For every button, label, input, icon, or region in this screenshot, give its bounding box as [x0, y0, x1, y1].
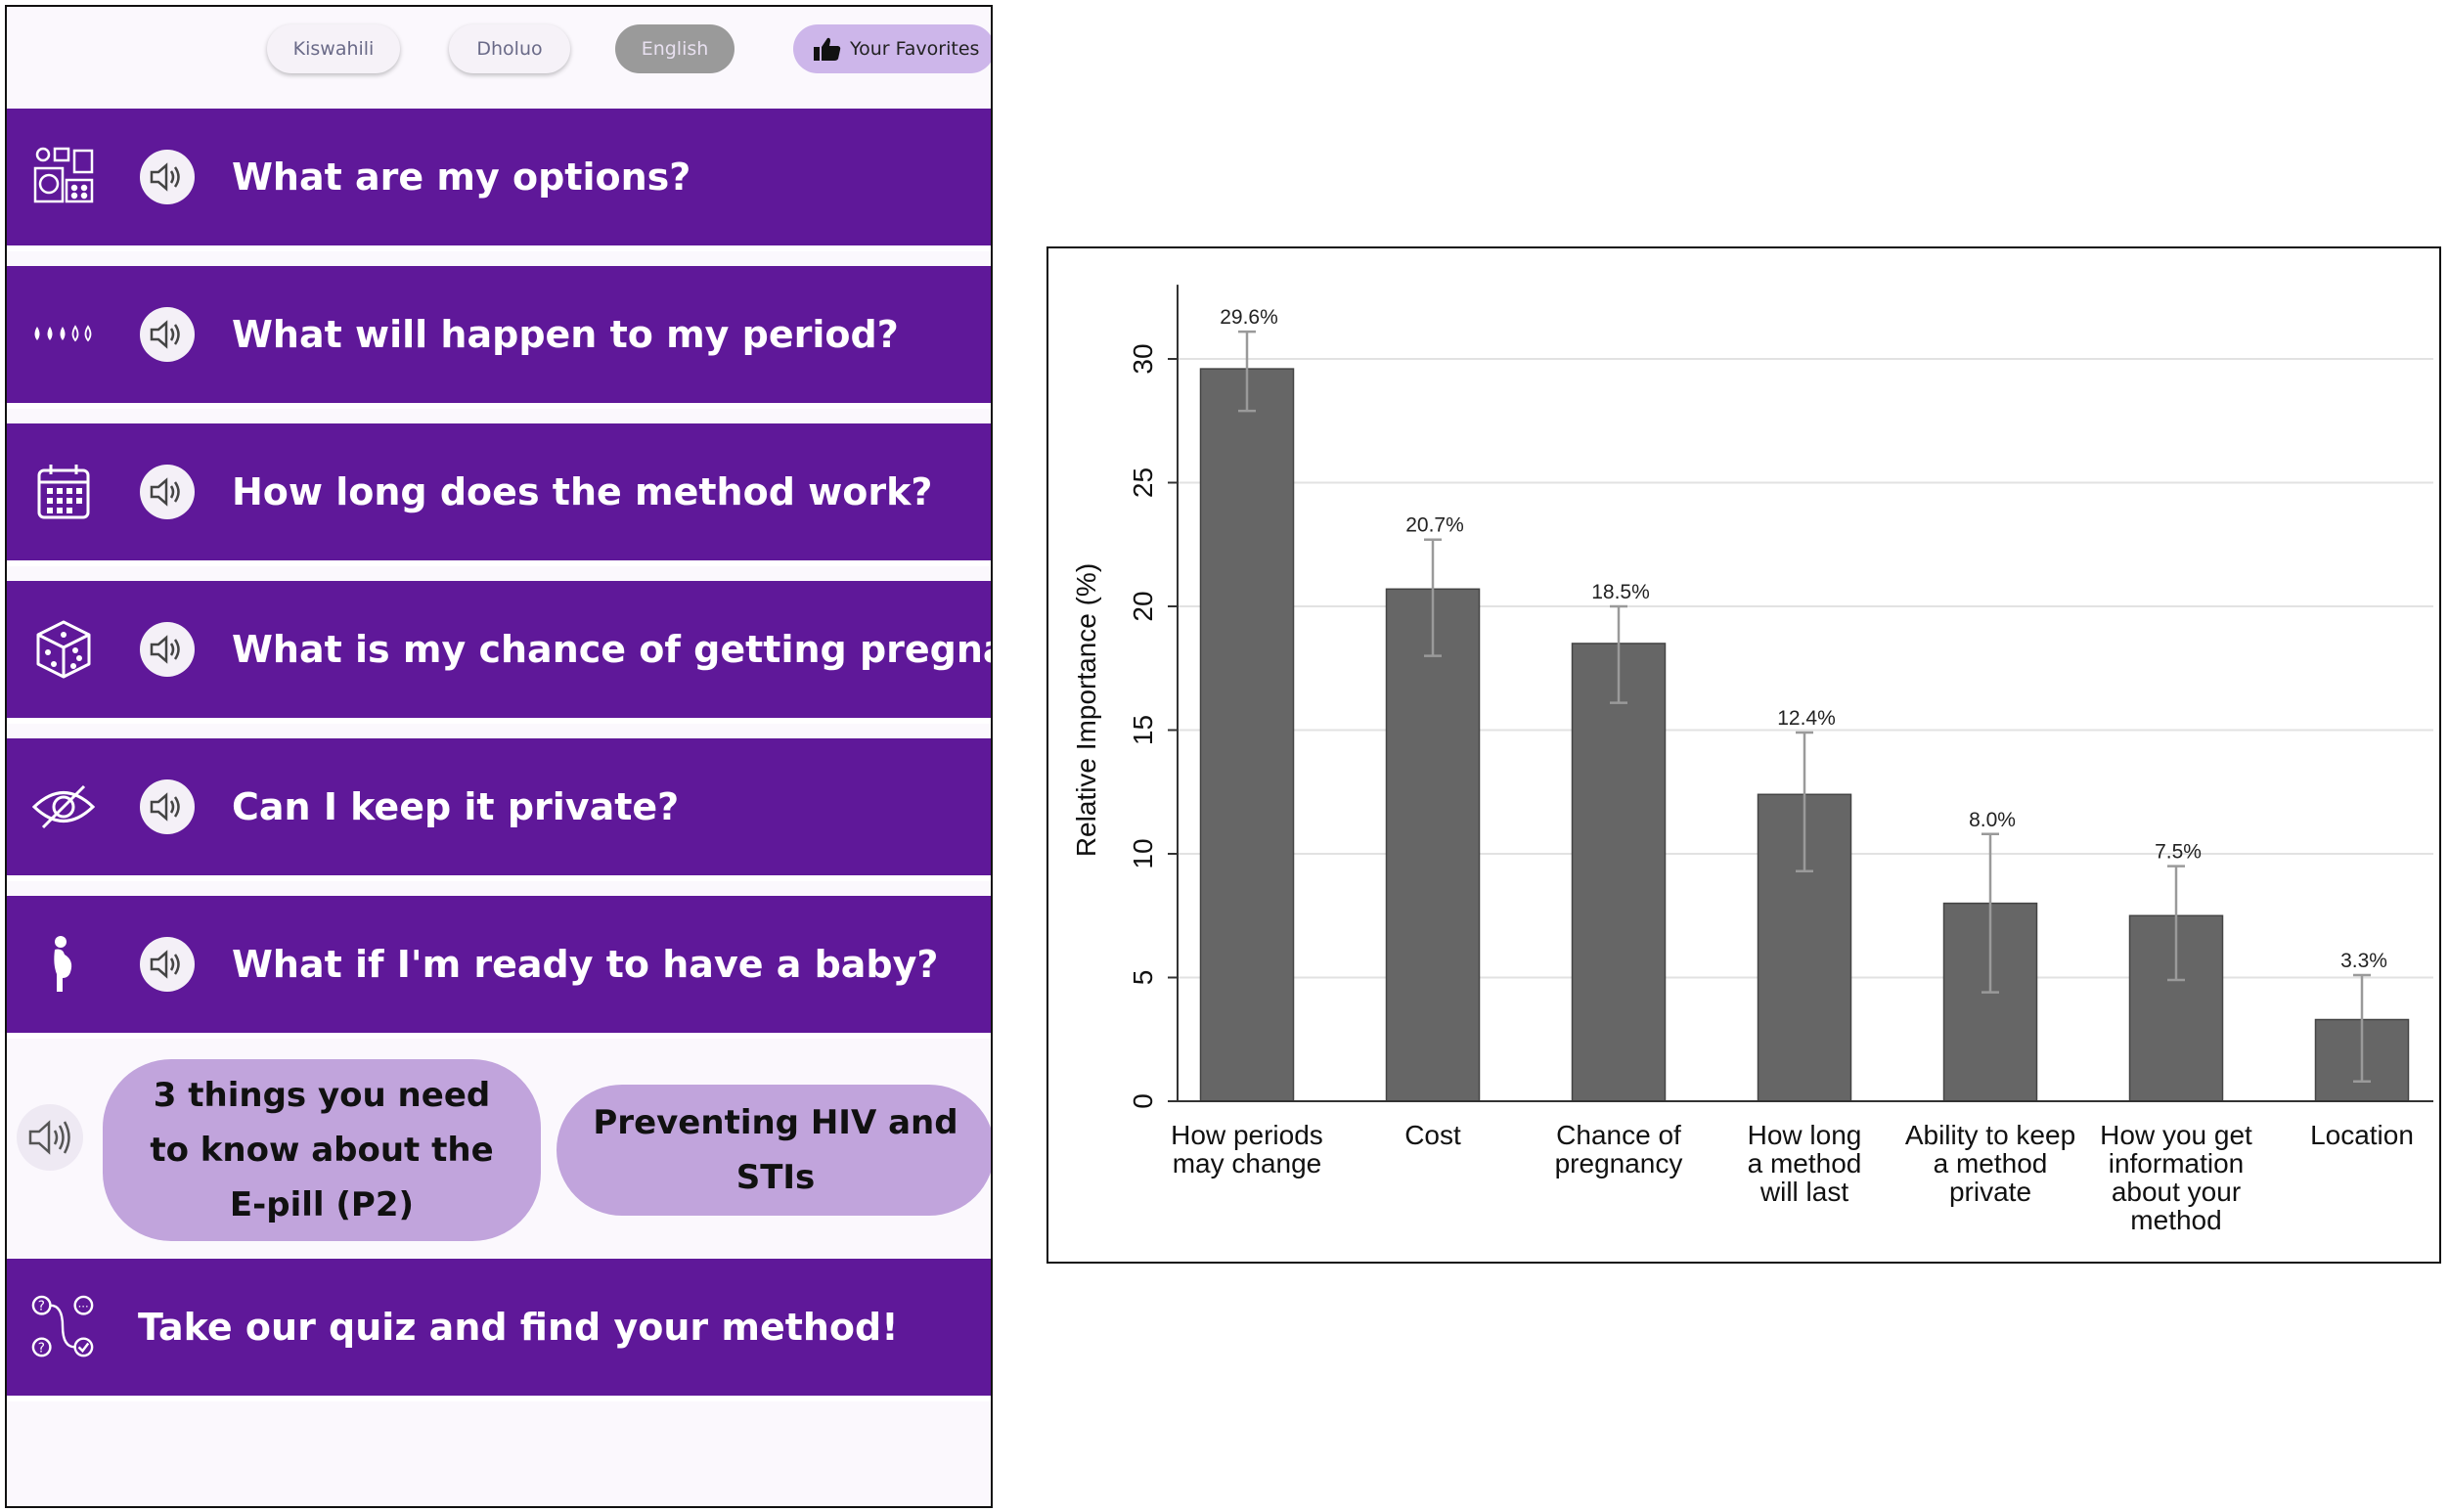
- menu-item-label: What will happen to my period?: [232, 313, 899, 356]
- bar: [1571, 643, 1667, 1102]
- card-epill-line: 3 things you need: [153, 1076, 491, 1115]
- data-label: 8.0%: [1969, 809, 2016, 831]
- language-english-button[interactable]: English: [615, 24, 735, 73]
- droplets-icon: [30, 301, 97, 368]
- info-cards: 3 things you need to know about the E-pi…: [7, 1045, 991, 1259]
- y-tick-label: 25: [1128, 467, 1158, 498]
- speaker-icon: [150, 635, 180, 664]
- x-tick-label: How you get: [2100, 1120, 2252, 1150]
- card-hiv-line: Preventing HIV and: [593, 1103, 958, 1142]
- x-tick-label: Cost: [1404, 1120, 1461, 1150]
- your-favorites-button[interactable]: Your Favorites: [793, 24, 991, 73]
- speaker-button[interactable]: [17, 1104, 83, 1171]
- card-epill-line: E-pill (P2): [229, 1185, 415, 1224]
- data-label: 20.7%: [1405, 514, 1464, 537]
- svg-text:?: ?: [38, 1299, 45, 1314]
- your-favorites-label: Your Favorites: [850, 38, 980, 60]
- card-hiv-text: Preventing HIV and STIs: [593, 1095, 957, 1205]
- options-collage-icon: [30, 144, 97, 210]
- x-tick-label: Chance of: [1556, 1120, 1681, 1150]
- x-tick-label: How long: [1748, 1120, 1862, 1150]
- x-tick-label: Ability to keep: [1905, 1120, 2075, 1150]
- card-epill[interactable]: 3 things you need to know about the E-pi…: [103, 1059, 541, 1241]
- menu-item-label: How long does the method work?: [232, 470, 933, 513]
- bar: [1385, 588, 1481, 1102]
- menu-item-label: Can I keep it private?: [232, 785, 680, 828]
- speaker-button[interactable]: [140, 937, 195, 992]
- card-epill-text: 3 things you need to know about the E-pi…: [150, 1068, 493, 1232]
- speaker-icon: [150, 320, 180, 349]
- x-tick-label: will last: [1759, 1177, 1848, 1207]
- x-tick-label: information: [2109, 1148, 2245, 1178]
- data-label: 18.5%: [1591, 581, 1650, 603]
- x-tick-label: method: [2130, 1205, 2221, 1235]
- x-tick-label: pregnancy: [1555, 1148, 1683, 1178]
- language-kiswahili-button[interactable]: Kiswahili: [267, 24, 400, 73]
- svg-text:...: ...: [78, 1297, 89, 1311]
- card-hiv-stis[interactable]: Preventing HIV and STIs: [557, 1085, 991, 1216]
- quiz-button[interactable]: ? ... ? Take our quiz and find your meth…: [7, 1259, 991, 1401]
- dice-icon: [30, 616, 97, 683]
- x-tick-label: about your: [2112, 1177, 2241, 1207]
- menu-item-label: What if I'm ready to have a baby?: [232, 943, 939, 986]
- speaker-button[interactable]: [140, 307, 195, 362]
- card-hiv-line: STIs: [735, 1158, 816, 1197]
- speaker-button[interactable]: [140, 779, 195, 834]
- card-epill-line: to know about the: [150, 1131, 494, 1170]
- x-tick-label: private: [1949, 1177, 2031, 1207]
- menu-item-duration[interactable]: How long does the method work?: [7, 423, 991, 566]
- menu-item-options[interactable]: What are my options?: [7, 109, 991, 251]
- speaker-icon: [150, 950, 180, 979]
- menu-item-pregnancy-chance[interactable]: What is my chance of getting pregnant?: [7, 581, 991, 724]
- y-tick-label: 20: [1128, 591, 1158, 621]
- x-tick-label: a method: [1748, 1148, 1862, 1178]
- bar-chart: 29.6% How periods may change 20.7% Cost 18.5%…: [1046, 246, 2441, 1264]
- y-tick-label: 10: [1128, 838, 1158, 868]
- menu-item-label: What are my options?: [232, 156, 691, 199]
- x-tick-label: Location: [2310, 1120, 2414, 1150]
- speaker-icon: [28, 1120, 70, 1155]
- app-panel: Kiswahili Dholuo English Your Favorites …: [5, 5, 993, 1508]
- y-tick-label: 30: [1128, 343, 1158, 374]
- menu-item-label: What is my chance of getting pregnant?: [232, 628, 993, 671]
- data-label: 29.6%: [1220, 306, 1278, 329]
- language-bar: Kiswahili Dholuo English Your Favorites: [7, 7, 991, 109]
- quiz-flow-icon: ? ... ?: [30, 1294, 97, 1360]
- data-label: 12.4%: [1777, 707, 1836, 730]
- menu-item-baby[interactable]: What if I'm ready to have a baby?: [7, 896, 991, 1039]
- speaker-button[interactable]: [140, 465, 195, 519]
- thumbs-up-icon: [814, 37, 841, 61]
- eye-slash-icon: [30, 774, 97, 840]
- x-tick-label: may change: [1173, 1148, 1322, 1178]
- menu-item-privacy[interactable]: Can I keep it private?: [7, 738, 991, 881]
- quiz-label: Take our quiz and find your method!: [138, 1306, 899, 1349]
- speaker-icon: [150, 792, 180, 822]
- speaker-button[interactable]: [140, 150, 195, 204]
- calendar-icon: [30, 459, 97, 525]
- y-tick-label: 15: [1128, 715, 1158, 745]
- speaker-button[interactable]: [140, 622, 195, 677]
- speaker-icon: [150, 162, 180, 192]
- data-label: 3.3%: [2340, 950, 2387, 972]
- y-tick-label: 5: [1128, 970, 1158, 986]
- x-tick-label: a method: [1934, 1148, 2048, 1178]
- data-label: 7.5%: [2155, 841, 2202, 864]
- menu-item-period[interactable]: What will happen to my period?: [7, 266, 991, 409]
- speaker-icon: [150, 477, 180, 507]
- y-axis-label: Relative Importance (%): [1071, 563, 1101, 857]
- svg-text:?: ?: [38, 1340, 45, 1356]
- pregnant-person-icon: [30, 931, 97, 998]
- bar: [1199, 368, 1295, 1102]
- language-dholuo-button[interactable]: Dholuo: [449, 24, 570, 73]
- y-tick-label: 0: [1128, 1093, 1158, 1109]
- x-tick-label: How periods: [1171, 1120, 1323, 1150]
